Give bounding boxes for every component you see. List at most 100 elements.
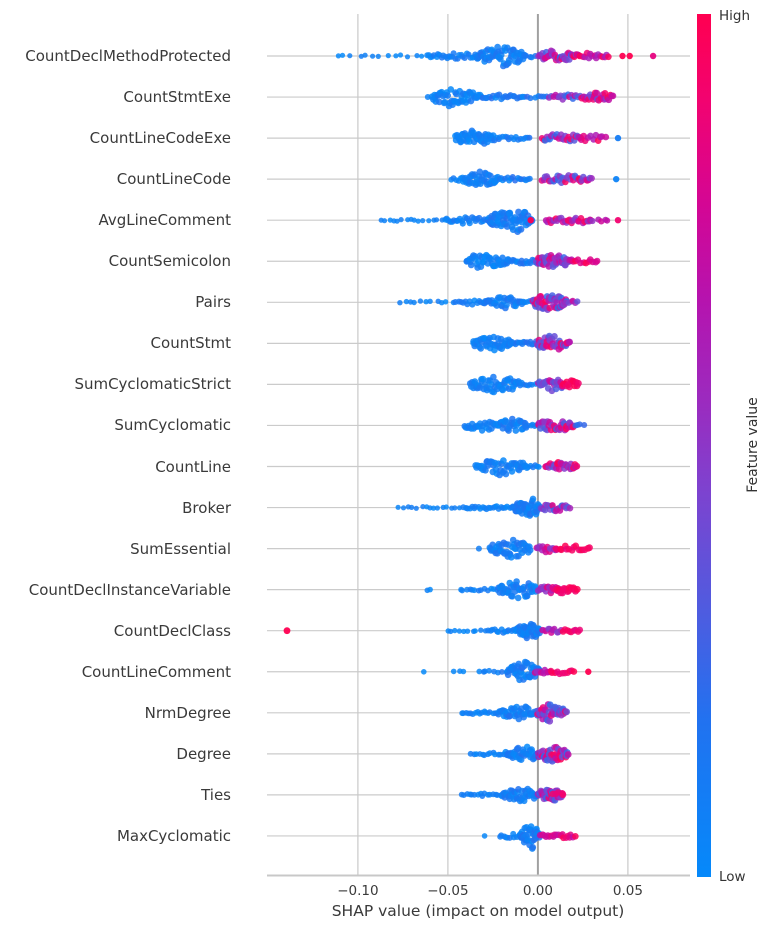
beeswarm-point [527,823,535,830]
beeswarm-point [572,833,579,840]
beeswarm-point [397,300,403,306]
beeswarm-row-MaxCyclomatic [481,823,579,852]
beeswarm-point [476,168,484,176]
beeswarm-point [573,462,581,470]
beeswarm-point [477,345,485,352]
beeswarm-point [415,218,421,224]
beeswarm-point [602,133,610,141]
beeswarm-point [573,585,581,593]
beeswarm-point [549,502,556,509]
beeswarm-point [526,134,533,141]
beeswarm-point [546,717,554,725]
feature-label-Ties: Ties [201,785,231,804]
beeswarm-point [589,217,596,225]
beeswarm-point [527,95,534,102]
beeswarm-point [526,175,533,182]
feature-label-CountDeclMethodProtected: CountDeclMethodProtected [25,47,231,65]
beeswarm-point [413,505,419,511]
beeswarm-outlier-point [283,627,291,635]
beeswarm-point [409,504,415,510]
beeswarm-point [553,298,561,306]
beeswarm-row-CountLine [472,457,581,479]
beeswarm-point [566,383,573,391]
beeswarm-point [443,504,449,510]
beeswarm-point [490,373,497,381]
beeswarm-point [335,53,341,59]
beeswarm-point [466,138,473,145]
beeswarm-outlier-point [614,217,622,224]
beeswarm-point [535,464,542,470]
beeswarm-point [456,628,463,634]
beeswarm-point [427,586,433,593]
beeswarm-point [475,545,482,552]
colorbar-low-label: Low [719,869,746,885]
beeswarm-row-CountLineComment [421,658,592,684]
feature-label-CountLine: CountLine [155,457,231,476]
beeswarm-point [397,52,404,58]
beeswarm-outlier-point [614,134,622,142]
beeswarm-point [576,421,583,428]
beeswarm-point [450,668,457,675]
beeswarm-point [460,668,467,675]
beeswarm-point [508,468,516,475]
feature-label-CountLineCode: CountLineCode [116,170,231,189]
beeswarm-point [529,844,537,851]
beeswarm-row-CountLineCode [448,168,620,188]
beeswarm-point [403,298,410,305]
feature-label-SumEssential: SumEssential [130,539,231,558]
beeswarm-point [486,667,492,674]
beeswarm-point [487,172,494,180]
beeswarm-point [479,375,487,383]
beeswarm-row-NrmDegree [459,701,570,725]
beeswarm-point [426,218,432,224]
feature-label-CountDeclInstanceVariable: CountDeclInstanceVariable [28,580,231,599]
feature-label-CountLineCodeExe: CountLineCodeExe [89,129,231,148]
beeswarm-row-SumCyclomaticStrict [466,373,582,396]
beeswarm-point [526,546,534,554]
beeswarm-row-CountStmt [470,332,573,354]
beeswarm-point [430,505,437,511]
beeswarm-point [551,333,558,340]
feature-label-SumCyclomaticStrict: SumCyclomaticStrict [74,375,231,394]
beeswarm-point [362,52,368,58]
x-tick-label: 0.05 [612,883,643,899]
beeswarm-point [459,587,466,594]
beeswarm-point [394,218,400,224]
beeswarm-point [508,554,515,561]
beeswarm-point [471,587,478,594]
beeswarm-point [563,708,570,716]
beeswarm-point [609,92,617,100]
x-tick-label: −0.10 [337,883,379,899]
beeswarm-point [481,833,488,839]
beeswarm-point [375,53,381,60]
beeswarm-point [442,299,449,305]
beeswarm-row-CountStmtExe [424,86,617,110]
beeswarm-point [398,217,404,223]
beeswarm-point [472,628,478,634]
beeswarm-point [385,53,391,59]
beeswarm-point [411,299,417,306]
beeswarm-row-AvgLineComment [378,208,622,236]
beeswarm-point [420,504,426,510]
beeswarm-point [503,223,511,230]
beeswarm-point [339,52,346,58]
colorbar [697,14,711,877]
beeswarm-point [604,217,611,224]
beeswarm-point [461,55,468,61]
beeswarm-point [414,53,420,59]
beeswarm-point [393,53,399,59]
beeswarm-point [529,495,537,503]
x-tick-label: −0.05 [427,883,469,899]
beeswarm-point [417,298,424,304]
beeswarm-row-SumEssential [475,536,593,561]
beeswarm-row-CountDeclMethodProtected [335,43,657,70]
beeswarm-row-CountDeclInstanceVariable [424,578,581,602]
beeswarm-point [433,217,440,223]
beeswarm-point [581,422,588,428]
beeswarm-point [395,504,401,510]
beeswarm-point [566,338,573,346]
beeswarm-outlier-point [626,52,633,60]
beeswarm-point [427,298,433,304]
feature-label-SumCyclomatic: SumCyclomatic [114,416,231,435]
